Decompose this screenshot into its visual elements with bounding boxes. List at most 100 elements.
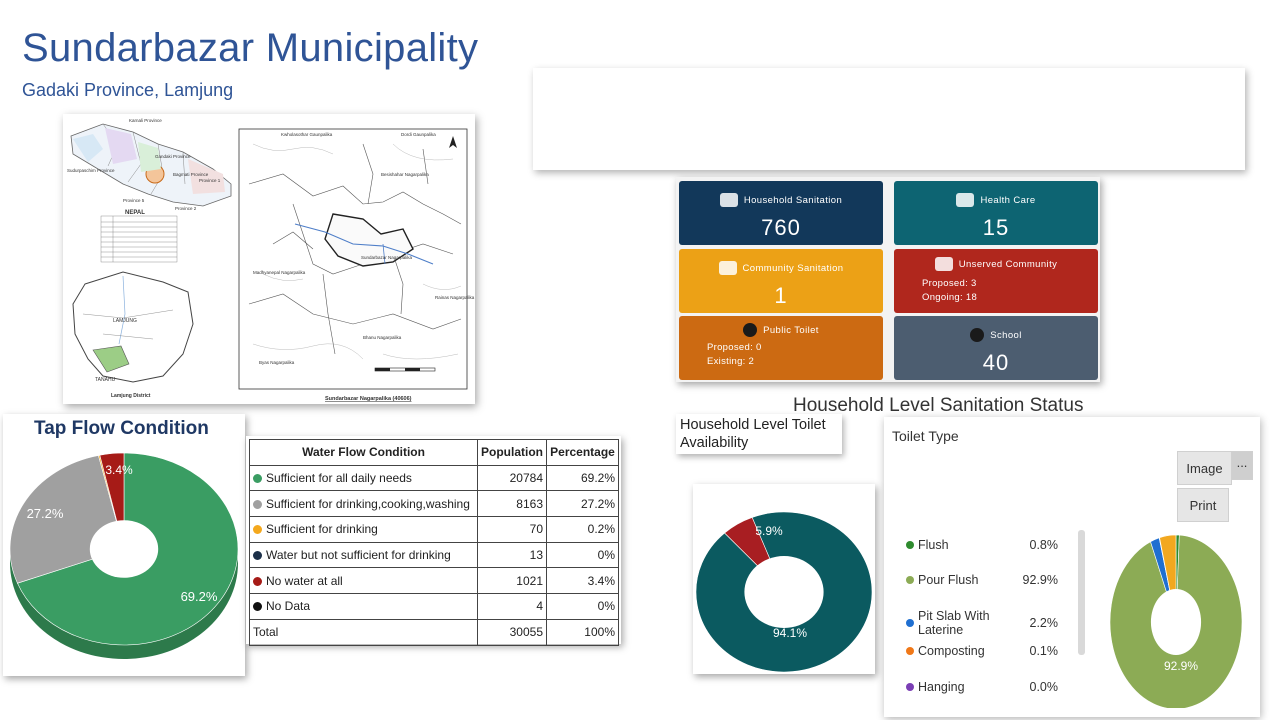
row-percentage: 0% <box>546 541 619 569</box>
kpi-water-supply-value: 153 <box>593 113 649 150</box>
sanitation-status-title: Household Level Sanitation Status <box>793 395 1084 416</box>
data-label: 3.4% <box>105 463 133 477</box>
tile-school-label: School <box>990 329 1022 341</box>
table-row: Sufficient for all daily needs 20784 69.2% <box>249 464 619 492</box>
legend-name: Composting <box>918 644 985 658</box>
row-condition-text: Water but not sufficient for drinking <box>266 548 451 563</box>
data-label: 5.9% <box>755 524 783 538</box>
kpi-household[interactable]: Household Coverage 6,692 <box>895 74 1063 164</box>
tile-school-value: 40 <box>982 350 1010 375</box>
map-graphic: Karnali Province Gandaki Province Bagmat… <box>67 118 475 402</box>
kpi-population-value: 30,055 <box>749 113 851 150</box>
row-population: 4 <box>477 593 547 620</box>
legend-dot <box>253 576 262 586</box>
toilet-availability-chart: 94.1% 5.9% <box>695 511 873 673</box>
legend-item[interactable]: Flush 0.8% <box>906 538 1058 552</box>
legend-dot <box>253 551 262 561</box>
legend-item[interactable]: Pit Slab With Laterine 2.2% <box>906 609 1058 637</box>
legend-dot <box>906 683 914 691</box>
tap-icon <box>1135 90 1148 103</box>
legend-dot <box>253 602 262 612</box>
byas-label: Byas Nagarpalika <box>259 360 295 365</box>
unserved-community-icon <box>934 257 953 271</box>
donut-hole <box>1150 588 1202 656</box>
sundarbazar-label: Sundarbazar Nagarpalika <box>361 255 413 260</box>
kpi-taps[interactable]: Taps 4,890 <box>1074 74 1242 164</box>
tile-community-sanitation-label: Community Sanitation <box>742 262 844 274</box>
sanitation-tiles: Household Sanitation 760 Health Care 15 … <box>676 177 1100 382</box>
stethoscope-icon <box>956 193 975 207</box>
tile-household-sanitation[interactable]: Household Sanitation 760 <box>679 181 883 245</box>
row-percentage: 0.2% <box>546 516 619 543</box>
household-sanitation-icon <box>719 193 738 207</box>
kpi-summary: Water Supply System 153 Population Cover… <box>533 68 1245 170</box>
print-button[interactable]: Print <box>1177 488 1229 522</box>
tanahu-label: TANAHU <box>95 377 116 383</box>
tile-public-toilet-existing: Existing: 2 <box>707 356 755 367</box>
water-flow-table: Water Flow Condition Population Percenta… <box>249 439 619 646</box>
kpi-population[interactable]: Population Coverage 30,055 <box>716 74 884 164</box>
data-label: 69.2% <box>181 589 218 604</box>
legend-pct: 0.1% <box>1029 644 1059 658</box>
toilet-availability-title: Household Level Toilet Availability <box>676 414 842 454</box>
north-arrow-icon <box>449 136 457 148</box>
bagmati-label: Bagmati Province <box>173 172 209 177</box>
tap-flow-chart-card: 69.2% 27.2% 3.4% <box>3 414 245 676</box>
bhanu-label: Bhanu Nagarpalika <box>363 335 402 340</box>
page-title: Sundarbazar Municipality <box>22 26 479 70</box>
tile-school[interactable]: School 40 <box>894 316 1098 380</box>
row-population: 70 <box>477 516 547 543</box>
row-percentage: 3.4% <box>546 567 619 595</box>
tile-health-care[interactable]: Health Care 15 <box>894 181 1098 245</box>
legend-dot <box>253 499 262 509</box>
water-flow-table-card: Water Flow Condition Population Percenta… <box>246 436 621 646</box>
legend-dot <box>906 576 914 584</box>
row-condition: Sufficient for drinking,cooking,washing <box>249 490 478 518</box>
tile-household-sanitation-value: 760 <box>761 215 801 240</box>
tile-community-sanitation[interactable]: Community Sanitation 1 <box>679 249 883 313</box>
data-label: 94.1% <box>773 626 807 640</box>
community-sanitation-icon <box>718 261 737 275</box>
row-percentage: 0% <box>546 593 619 620</box>
kpi-population-label: Population Coverage <box>748 88 871 103</box>
tile-unserved-proposed: Proposed: 3 <box>922 278 977 289</box>
tap-flow-chart: 69.2% 27.2% 3.4% <box>9 452 239 659</box>
legend-dot <box>906 647 914 655</box>
pie-slice[interactable] <box>1109 534 1243 708</box>
legend-dot <box>253 525 262 535</box>
row-population: 1021 <box>477 567 547 595</box>
row-population: 13 <box>477 541 547 569</box>
tile-unserved-ongoing: Ongoing: 18 <box>922 292 978 303</box>
legend-name: Pit Slab With Laterine <box>918 609 990 637</box>
besishahar-label: Besishahar Nagarpalika <box>381 172 429 177</box>
legend-item[interactable]: Pour Flush 92.9% <box>906 573 1058 587</box>
sudur-label: Sudurpaschim Province <box>67 168 115 173</box>
province1-label: Province 1 <box>199 178 221 183</box>
legend-pct: 0.8% <box>1029 538 1059 552</box>
tap-flow-title: Tap Flow Condition <box>34 418 209 439</box>
toilet-availability-card: 94.1% 5.9% <box>693 484 875 674</box>
tile-public-toilet-proposed: Proposed: 0 <box>707 342 762 353</box>
legend-name: Pour Flush <box>918 573 979 587</box>
table-header-row: Water Flow Condition Population Percenta… <box>249 439 619 466</box>
kwholasothar-label: Kwholasothar Gaunpalika <box>281 132 333 137</box>
lamjung-label: LAMJUNG <box>113 318 137 324</box>
more-options-button[interactable]: ... <box>1231 451 1253 480</box>
table-row: No Data 4 0% <box>249 593 619 620</box>
edit-icon <box>549 89 563 102</box>
total-population: 30055 <box>477 618 547 646</box>
legend-item[interactable]: Hanging 0.0% <box>906 680 1058 694</box>
tile-public-toilet-label: Public Toilet <box>763 324 819 336</box>
kpi-water-supply[interactable]: Water Supply System 153 <box>537 74 705 164</box>
tile-public-toilet[interactable]: Public Toilet Proposed: 0 Existing: 2 <box>679 316 883 380</box>
map-caption: Sundarbazar Nagarpalika (40606) <box>325 396 412 402</box>
restroom-icon <box>743 323 758 337</box>
image-button[interactable]: Image <box>1177 451 1232 485</box>
toilet-type-chart: 92.9% <box>1109 534 1243 708</box>
legend-pct: 92.9% <box>1022 573 1058 587</box>
legend-item[interactable]: Composting 0.1% <box>906 644 1058 658</box>
madhyanepal-label: Madhyanepal Nagarpalika <box>253 270 306 275</box>
tile-unserved-community[interactable]: Unserved Community Proposed: 3 Ongoing: … <box>894 249 1098 313</box>
legend-scrollbar[interactable] <box>1078 530 1085 655</box>
data-label: 27.2% <box>27 506 64 521</box>
